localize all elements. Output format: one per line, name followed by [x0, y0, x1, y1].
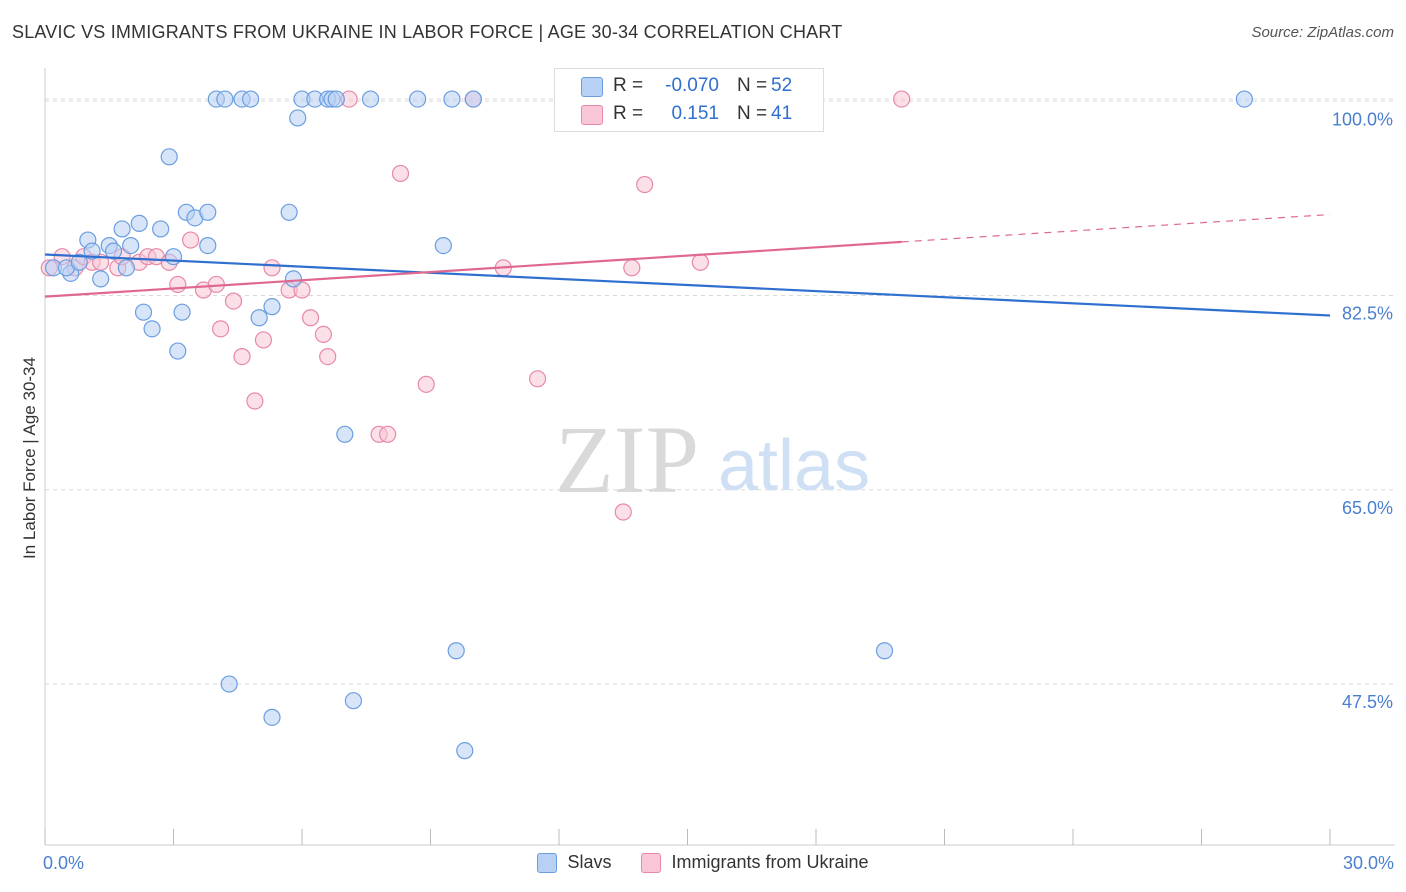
slavs-point	[173, 303, 191, 321]
slavs-point	[875, 642, 894, 660]
slavs-point	[289, 109, 307, 127]
ukraine-point	[623, 259, 641, 277]
ukraine-n-label: N =	[737, 103, 768, 124]
watermark: ZIP atlas	[555, 406, 870, 513]
watermark-zip: ZIP	[555, 406, 699, 513]
y-tick-label: 100.0%	[1332, 109, 1393, 129]
ukraine-point	[182, 231, 200, 249]
ukraine-point	[614, 503, 632, 521]
ukraine-point	[417, 375, 435, 393]
slavs-point	[70, 253, 88, 271]
axes	[44, 68, 1395, 846]
ukraine-point	[254, 331, 273, 349]
slavs-point	[456, 742, 474, 760]
ukraine-trend-line-extension	[901, 213, 1331, 243]
ukraine-point	[233, 348, 251, 366]
slavs-point	[434, 237, 452, 255]
slavs-point	[199, 203, 217, 221]
slavs-point	[263, 708, 281, 726]
slavs-point	[122, 237, 140, 255]
slavs-point	[117, 259, 135, 277]
slavs-point	[242, 90, 260, 108]
slavs-point	[130, 214, 148, 232]
slavs-point	[199, 237, 217, 255]
slavs-point	[284, 270, 303, 288]
slavs-point	[447, 642, 465, 660]
slavs-point	[143, 320, 161, 338]
gridlines	[45, 98, 1395, 685]
slavs-trend-line	[44, 253, 1331, 317]
y-tick-label: 82.5%	[1342, 304, 1393, 324]
ukraine-point	[319, 348, 337, 366]
bottom-legend: Slavs Immigrants from Ukraine	[0, 852, 1406, 873]
slavs-point	[336, 425, 354, 443]
ukraine-point	[636, 175, 654, 194]
legend-swatch-ukraine	[641, 852, 662, 873]
ukraine-point	[893, 90, 911, 108]
tick-labels: 100.0% 82.5% 65.0% 47.5% 0.0% 30.0%	[43, 109, 1394, 873]
ukraine-point	[528, 370, 547, 388]
legend-label-slavs: Slavs	[567, 852, 612, 872]
ukraine-point	[263, 259, 281, 277]
ukraine-trend-line	[44, 240, 902, 298]
legend-swatch-slavs	[537, 852, 558, 873]
slavs-point	[409, 90, 427, 108]
slavs-swatch	[581, 77, 603, 97]
slavs-point	[327, 90, 345, 108]
legend-label-ukraine: Immigrants from Ukraine	[671, 852, 869, 872]
slavs-point	[92, 270, 110, 288]
slavs-point	[220, 675, 238, 693]
ukraine-swatch	[581, 105, 603, 125]
y-tick-label: 47.5%	[1342, 692, 1393, 712]
slavs-point	[280, 203, 298, 221]
slavs-point	[164, 248, 183, 266]
ukraine-point	[169, 275, 187, 294]
x-tick-label: 0.0%	[43, 853, 84, 873]
slavs-point	[134, 303, 153, 321]
slavs-point	[344, 692, 362, 710]
slavs-points	[44, 90, 1253, 760]
slavs-n-label: N =	[737, 75, 768, 96]
ukraine-point	[246, 392, 264, 410]
slavs-n-value: 52	[771, 75, 793, 96]
slavs-point	[113, 220, 131, 238]
ukraine-point	[691, 253, 709, 271]
slavs-point	[160, 148, 178, 166]
x-tick-label: 30.0%	[1343, 853, 1394, 873]
ukraine-point	[212, 320, 230, 338]
legend-item-slavs[interactable]: Slavs	[537, 852, 611, 873]
ukraine-point	[301, 309, 320, 327]
slavs-point	[83, 242, 101, 260]
slavs-r-label: R =	[613, 75, 644, 96]
stats-legend: R = -0.070 N = 52 R = 0.151 N = 41	[554, 68, 824, 132]
chart-title: SLAVIC VS IMMIGRANTS FROM UKRAINE IN LAB…	[12, 22, 843, 42]
slavs-point	[250, 309, 268, 327]
ukraine-r-label: R =	[613, 103, 644, 124]
ukraine-r-value: 0.151	[671, 103, 719, 124]
watermark-atlas: atlas	[718, 426, 870, 506]
y-tick-label: 65.0%	[1342, 498, 1393, 518]
source-label: Source: ZipAtlas.com	[1251, 24, 1394, 41]
ukraine-point	[314, 325, 333, 343]
stats-row-slavs: R = -0.070 N = 52	[555, 71, 823, 99]
legend-item-ukraine[interactable]: Immigrants from Ukraine	[641, 852, 869, 873]
slavs-point	[169, 342, 187, 360]
slavs-point	[152, 220, 170, 238]
stats-row-ukraine: R = 0.151 N = 41	[555, 99, 823, 127]
ukraine-point	[224, 292, 243, 310]
slavs-point	[104, 242, 123, 260]
slavs-r-value: -0.070	[665, 75, 719, 96]
ukraine-point	[379, 425, 397, 443]
slavs-point	[216, 90, 234, 108]
slavs-point	[443, 90, 461, 108]
ukraine-point	[391, 164, 410, 183]
slavs-point	[361, 90, 380, 108]
ukraine-n-value: 41	[771, 103, 793, 124]
slavs-point	[1235, 90, 1253, 108]
slavs-point	[263, 298, 281, 316]
trend-lines	[44, 213, 1331, 317]
slavs-point	[464, 90, 482, 108]
